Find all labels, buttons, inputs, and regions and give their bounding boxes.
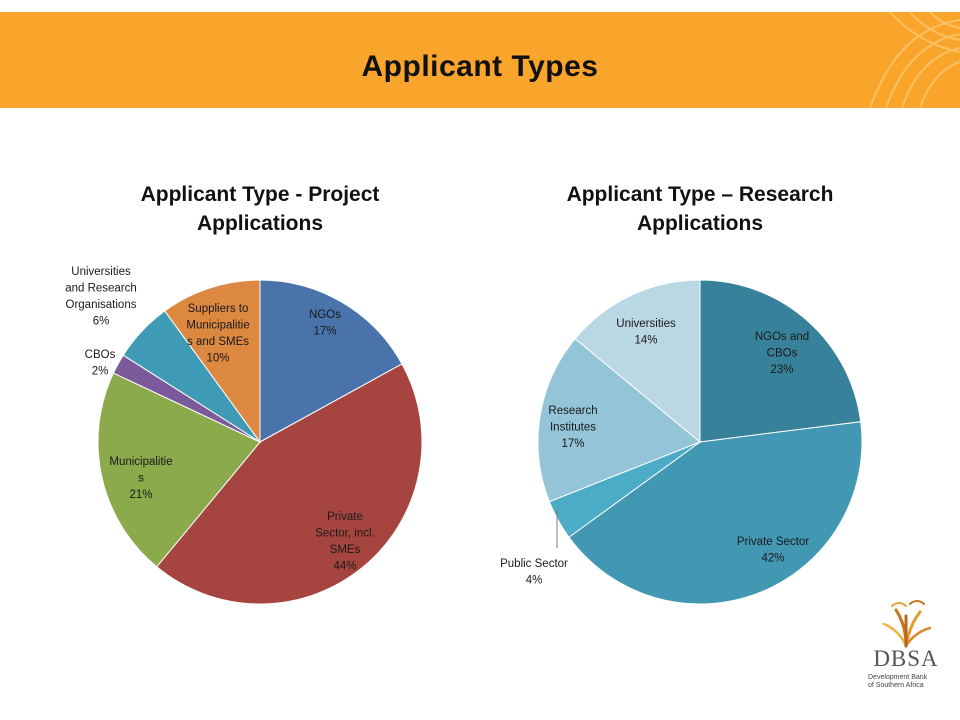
pie-slice [699,279,862,443]
slice-label: Public Sector 4% [500,558,568,587]
pie-slice [97,372,261,568]
logo-wordmark: DBSA [873,646,939,671]
slice-label-line: 2% [92,366,109,378]
page-title: Applicant Types [361,50,599,83]
slice-label-line: 4% [526,575,543,587]
pie-slice [537,338,701,503]
project-chart-title: Applicant Type - Project Applications [100,180,420,238]
project-chart-title-line2: Applications [196,212,323,235]
slice-label-line: s [138,473,144,485]
slice-label-line: and Research [65,283,137,295]
research-chart-title-line1: Applicant Type – Research [566,183,834,206]
slice-label-line: Municipalitie [186,320,249,332]
slice-label-line: Private [327,511,363,523]
slice-label-line: CBOs [767,348,798,360]
slice-label: CBOs 2% [85,349,116,378]
slice-label: Universities and Research Organisations 6% [65,266,137,328]
slice-label: Municipalitie s 21% [109,456,172,501]
slice-label: NGOs 17% [309,309,341,338]
slice-label-line: Municipalitie [109,456,172,468]
title-banner: Applicant Types [0,12,960,108]
research-applications-pie: NGOs and CBOs 23% Private Sector 42% Public S… [500,279,863,605]
research-chart-title-line2: Applications [636,212,763,235]
pie-slice [164,279,261,444]
slice-label: Universities 14% [616,318,676,347]
slice-label: Private Sector, incl. SMEs 44% [315,511,374,573]
slice-label: Research Institutes 17% [548,405,597,450]
logo-subtitle-line1: Development Bank [868,674,928,681]
slice-label-line: Universities [616,318,676,330]
banner-swirl-decoration [869,12,960,108]
slice-label: NGOs and CBOs 23% [755,331,809,376]
slice-label-line: 10% [206,353,229,365]
pie-slice [568,421,863,605]
slice-label-line: 6% [93,316,110,328]
slice-label-line: SMEs [330,544,361,556]
slice-label-line: 42% [761,553,784,565]
slice-label-line: Universities [71,266,131,278]
slice-label-line: Suppliers to [188,303,249,315]
slice-label: Private Sector 42% [737,536,809,565]
pie-slice [574,279,701,444]
slice-label-line: 17% [313,326,336,338]
slice-label: Suppliers to Municipalitie s and SMEs 10% [186,303,249,365]
pie-slice [156,363,423,605]
slice-label-line: s and SMEs [187,336,249,348]
slice-label-line: NGOs and [755,331,809,343]
slice-label-line: 23% [770,364,793,376]
dbsa-logo: DBSA Development Bank of Southern Africa [866,596,946,696]
slice-label-line: NGOs [309,309,341,321]
slice-label-line: Private Sector [737,536,809,548]
research-chart-title: Applicant Type – Research Applications [540,180,860,238]
project-applications-pie: NGOs 17% Private Sector, incl. SMEs 44% Munici… [65,266,423,605]
project-chart-title-line1: Applicant Type - Project [140,183,380,206]
logo-subtitle-line2: of Southern Africa [868,682,924,689]
logo-subtitle: Development Bank of Southern Africa [868,674,948,690]
slice-label-line: 44% [333,561,356,573]
slice-label-line: 14% [634,335,657,347]
slice-label-line: Organisations [66,299,137,311]
slice-label-line: Sector, incl. [315,528,374,540]
slice-label-line: 21% [129,489,152,501]
slice-label-line: CBOs [85,349,116,361]
slice-label-line: Public Sector [500,558,568,570]
slice-label-line: Institutes [550,422,596,434]
dbsa-emblem-icon [882,600,932,648]
slice-label-line: Research [548,405,597,417]
pie-slice [259,279,403,443]
slice-label-line: 17% [561,438,584,450]
